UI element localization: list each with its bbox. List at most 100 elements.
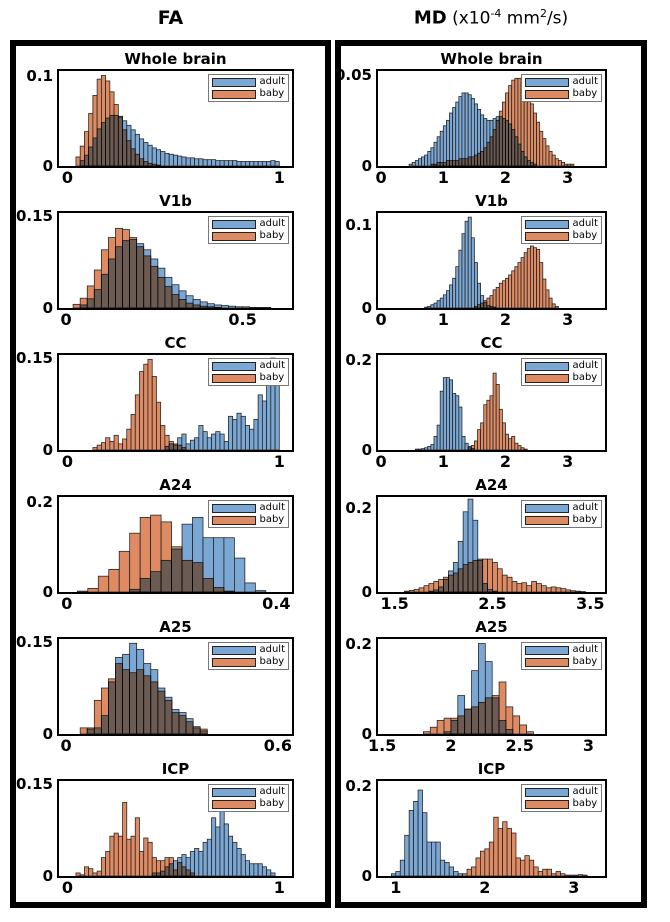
series-adult <box>129 516 267 592</box>
baby-swatch <box>212 515 257 525</box>
series-adult <box>443 643 514 734</box>
legend-label: baby <box>259 372 285 383</box>
legend-entry-adult: adult <box>212 361 285 371</box>
legend-entry-adult: adult <box>212 77 285 87</box>
x-axis-ticks: 1 2 3 <box>376 878 607 898</box>
series-baby <box>467 372 528 450</box>
y-axis-ticks: 0.2 0 <box>341 636 376 756</box>
series-adult <box>79 238 272 308</box>
adult-swatch <box>212 787 257 797</box>
legend-label: baby <box>259 798 285 809</box>
x-tick-label: 1 <box>273 452 285 471</box>
legend-entry-baby: baby <box>212 657 285 667</box>
y-tick-label: 0.2 <box>345 498 372 517</box>
x-tick-label: 0 <box>61 452 74 471</box>
adult-swatch <box>525 361 570 371</box>
legend-label: baby <box>572 656 598 667</box>
subplot-title: A24 <box>475 476 508 494</box>
x-tick-label: 0.5 <box>228 310 257 329</box>
y-tick-label: 0.05 <box>334 65 372 84</box>
series-adult <box>408 92 537 166</box>
y-tick-label: 0.1 <box>345 216 372 235</box>
x-tick-label: 2 <box>479 878 491 897</box>
adult-swatch <box>525 219 570 229</box>
subplot-title: CC <box>164 334 187 352</box>
x-tick-label: 0 <box>60 310 72 329</box>
series-baby <box>92 358 187 450</box>
y-tick-label: 0.2 <box>26 492 53 511</box>
x-tick-label: 2 <box>499 168 512 187</box>
x-tick-label: 0 <box>375 168 387 187</box>
x-tick-label: 0.4 <box>262 594 291 613</box>
legend-label: adult <box>572 360 598 371</box>
legend-entry-baby: baby <box>525 515 598 525</box>
x-tick-label: 0 <box>61 878 74 897</box>
x-tick-label: 3 <box>562 168 574 187</box>
y-tick-label: 0 <box>42 157 53 175</box>
x-tick-label: 1 <box>437 168 449 187</box>
adult-swatch <box>525 503 570 513</box>
legend-entry-adult: adult <box>525 219 598 229</box>
legend: adult baby <box>521 642 602 670</box>
legend-label: baby <box>572 88 598 99</box>
subplot-title: CC <box>480 334 503 352</box>
legend-label: adult <box>572 786 598 797</box>
series-adult <box>151 795 276 876</box>
legend-entry-adult: adult <box>525 787 598 797</box>
baby-swatch <box>212 373 257 383</box>
legend-label: baby <box>259 230 285 241</box>
histogram-md-cc: adult baby <box>376 353 607 452</box>
x-tick-label: 1 <box>273 168 285 187</box>
y-axis-ticks: 0.1 0 <box>341 211 376 330</box>
y-axis-ticks: 0.05 0 <box>335 67 376 188</box>
x-tick-label: 3 <box>562 452 574 471</box>
subplot-title: ICP <box>477 760 506 778</box>
x-tick-label: 0 <box>60 736 72 755</box>
histogram-fa-v1b: adult baby <box>57 211 294 310</box>
legend: adult baby <box>521 74 602 102</box>
y-tick-label: 0.1 <box>26 66 53 85</box>
x-axis-ticks: 0 0.4 <box>57 594 294 614</box>
adult-swatch <box>525 77 570 87</box>
y-axis-ticks: 0.2 0 <box>341 778 376 898</box>
legend-entry-adult: adult <box>212 645 285 655</box>
y-tick-label: 0 <box>361 583 372 601</box>
legend-entry-adult: adult <box>525 361 598 371</box>
legend-entry-adult: adult <box>212 219 285 229</box>
x-axis-ticks: 0 0.6 <box>57 736 294 756</box>
y-tick-label: 0 <box>42 867 53 885</box>
baby-swatch <box>525 231 570 241</box>
legend-label: adult <box>259 76 285 87</box>
subplot-title: A25 <box>159 618 192 636</box>
subplot-title: A24 <box>159 476 192 494</box>
x-tick-label: 3 <box>582 736 595 755</box>
histogram-fa-whole-brain: adult baby <box>57 69 294 168</box>
x-tick-label: 1 <box>437 310 449 329</box>
legend-label: adult <box>259 218 285 229</box>
y-tick-label: 0 <box>361 867 372 885</box>
legend-label: adult <box>259 644 285 655</box>
legend: adult baby <box>521 784 602 812</box>
baby-swatch <box>525 657 570 667</box>
subplot-title: V1b <box>475 192 508 210</box>
y-tick-label: 0 <box>42 441 53 459</box>
legend-label: baby <box>572 230 598 241</box>
legend-label: baby <box>259 514 285 525</box>
x-axis-ticks: 0 1 2 3 <box>376 452 607 472</box>
legend-label: baby <box>572 514 598 525</box>
legend-entry-baby: baby <box>212 515 285 525</box>
x-tick-label: 0 <box>375 452 387 471</box>
series-adult <box>79 114 280 166</box>
series-adult <box>424 216 497 308</box>
y-axis-ticks: 0.15 0 <box>16 208 57 330</box>
adult-swatch <box>212 645 257 655</box>
histogram-md-a25: adult baby <box>376 637 607 736</box>
histogram-fa-a25: adult baby <box>57 637 294 736</box>
x-tick-label: 0 <box>61 594 73 613</box>
x-tick-label: 3 <box>562 310 574 329</box>
